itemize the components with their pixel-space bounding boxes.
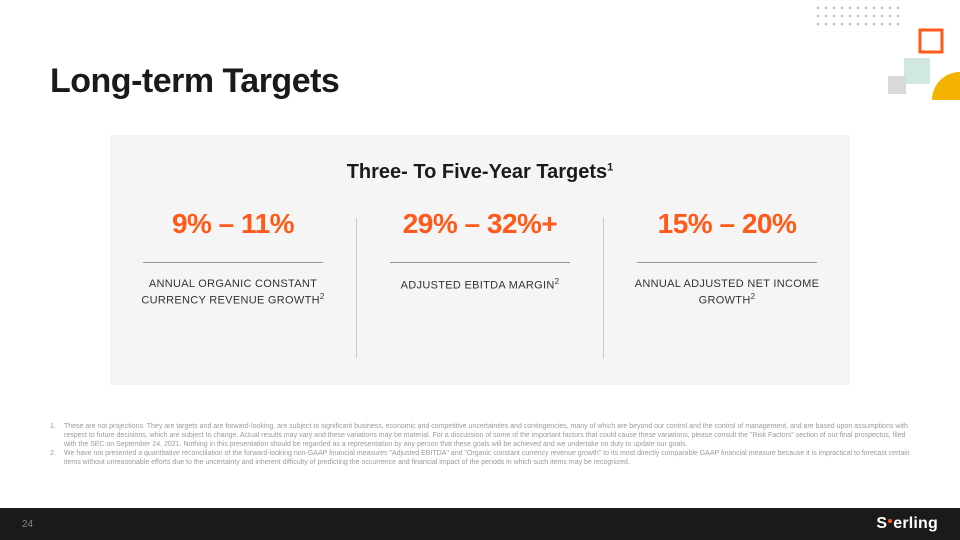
target-label: ANNUAL ADJUSTED NET INCOME GROWTH2 bbox=[627, 277, 827, 308]
footnote-1: 1. These are not projections. They are t… bbox=[50, 422, 910, 449]
target-col-3: 15% – 20% ANNUAL ADJUSTED NET INCOME GRO… bbox=[604, 208, 850, 368]
logo-dot-icon bbox=[888, 519, 892, 523]
footnote-text: We have not presented a quantitative rec… bbox=[64, 449, 910, 467]
page-title: Long-term Targets bbox=[50, 62, 339, 101]
panel-heading-text: Three- To Five-Year Targets bbox=[347, 161, 607, 183]
footnotes: 1. These are not projections. They are t… bbox=[50, 422, 910, 467]
footnote-2: 2. We have not presented a quantitative … bbox=[50, 449, 910, 467]
brand-logo: Serling bbox=[876, 515, 938, 533]
footnote-text: These are not projections. They are targ… bbox=[64, 422, 910, 449]
target-col-1: 9% – 11% ANNUAL ORGANIC CONSTANT CURRENC… bbox=[110, 208, 356, 368]
divider-line bbox=[390, 262, 570, 263]
target-label: ANNUAL ORGANIC CONSTANT CURRENCY REVENUE… bbox=[133, 277, 333, 308]
footnote-num: 2. bbox=[50, 449, 64, 467]
panel-heading: Three- To Five-Year Targets1 bbox=[110, 161, 850, 184]
target-label: ADJUSTED EBITDA MARGIN2 bbox=[401, 277, 560, 294]
divider-line bbox=[637, 262, 817, 263]
target-value: 15% – 20% bbox=[658, 208, 797, 240]
slide: Long-term Targets Three- To Five-Year Ta… bbox=[0, 0, 960, 540]
corner-decoration bbox=[800, 0, 960, 110]
target-value: 9% – 11% bbox=[172, 208, 294, 240]
target-columns: 9% – 11% ANNUAL ORGANIC CONSTANT CURRENC… bbox=[110, 208, 850, 368]
divider-line bbox=[143, 262, 323, 263]
footer-bar: 24 Serling bbox=[0, 508, 960, 540]
target-value: 29% – 32%+ bbox=[403, 208, 558, 240]
panel-heading-sup: 1 bbox=[607, 161, 613, 173]
target-col-2: 29% – 32%+ ADJUSTED EBITDA MARGIN2 bbox=[357, 208, 603, 368]
footnote-num: 1. bbox=[50, 422, 64, 449]
targets-panel: Three- To Five-Year Targets1 9% – 11% AN… bbox=[110, 135, 850, 385]
page-number: 24 bbox=[22, 519, 33, 530]
